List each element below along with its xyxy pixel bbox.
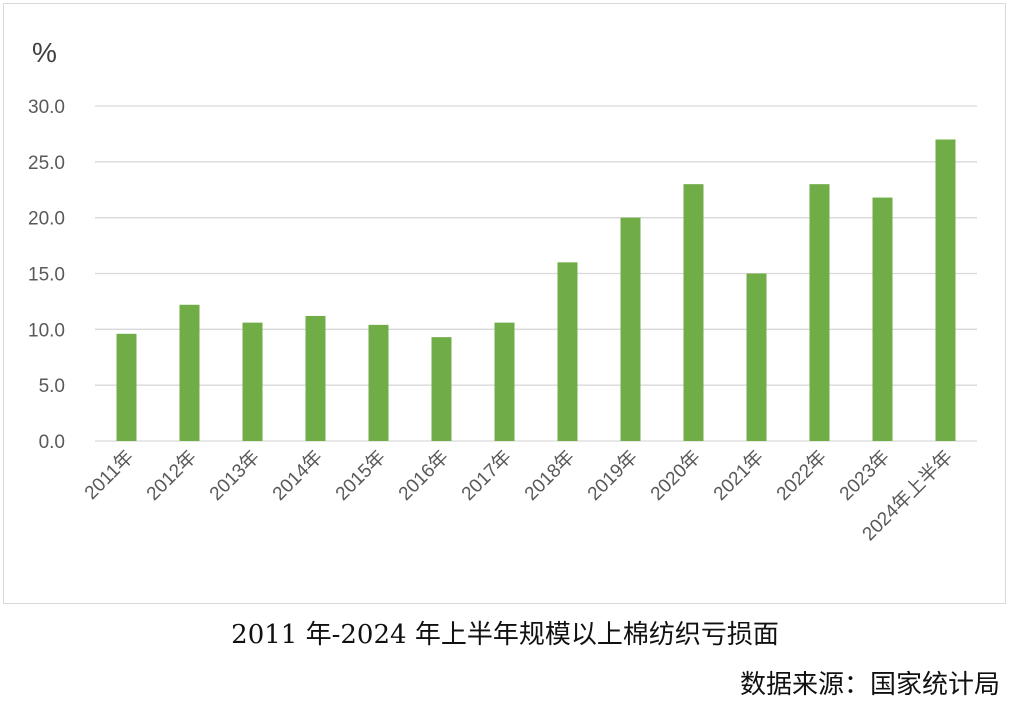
x-axis-ticks: 2011年 2012年 2013年 2014年 2015年 2016年 2017年 2018年…	[80, 446, 957, 545]
chart-frame	[3, 3, 1006, 604]
x-tick-label: 2012年	[142, 446, 201, 505]
x-tick-label: 2017年	[457, 446, 516, 505]
bar	[809, 184, 830, 441]
x-tick-label: 2014年	[268, 446, 327, 505]
bar	[494, 322, 515, 441]
x-tick-label: 2016年	[394, 446, 453, 505]
bar	[935, 139, 956, 441]
x-tick-label: 2011年	[80, 446, 138, 504]
gridlines	[95, 105, 977, 442]
y-tick-label: 25.0	[28, 153, 65, 174]
bar	[872, 197, 893, 441]
bar	[305, 315, 326, 441]
bar-chart: % 0.05.010.015.020.025.030.0 2011年 2012年 2…	[28, 37, 977, 545]
x-tick-label: 2020年	[646, 446, 705, 505]
data-source: 数据来源：国家统计局	[739, 670, 1000, 700]
bar	[368, 324, 389, 441]
bar	[431, 337, 452, 441]
x-tick-label: 2013年	[205, 446, 264, 505]
bar	[179, 304, 200, 441]
bars	[116, 139, 956, 441]
bar	[620, 217, 641, 441]
bar	[683, 184, 704, 441]
bar	[557, 262, 578, 441]
y-tick-label: 20.0	[28, 209, 65, 230]
y-tick-label: 15.0	[28, 265, 65, 286]
x-tick-label: 2018年	[520, 446, 579, 505]
x-tick-label: 2019年	[583, 446, 642, 505]
y-unit-label: %	[32, 37, 57, 68]
x-tick-label: 2015年	[331, 446, 390, 505]
x-tick-label: 2022年	[772, 446, 831, 505]
y-tick-label: 30.0	[28, 97, 65, 118]
y-tick-label: 10.0	[28, 320, 65, 341]
y-axis-ticks: 0.0 5.0 10.0 15.0 20.0 25.0 30.0	[28, 97, 65, 453]
x-tick-label: 2021年	[709, 446, 768, 505]
bar	[242, 322, 263, 441]
y-tick-label: 5.0	[39, 376, 65, 397]
x-tick-label: 2023年	[835, 446, 894, 505]
bar	[116, 333, 137, 441]
chart-caption: 2011 年-2024 年上半年规模以上棉纺织亏损面	[231, 620, 779, 650]
bar	[746, 273, 767, 441]
y-tick-label: 0.0	[39, 432, 65, 453]
